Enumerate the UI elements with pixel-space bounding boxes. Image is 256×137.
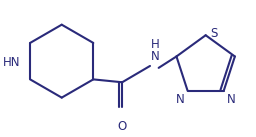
Text: N: N — [176, 93, 185, 106]
Text: S: S — [210, 27, 218, 40]
Text: O: O — [118, 120, 127, 133]
Text: H
N: H N — [151, 38, 159, 63]
Text: N: N — [227, 93, 235, 106]
Text: HN: HN — [3, 56, 20, 69]
